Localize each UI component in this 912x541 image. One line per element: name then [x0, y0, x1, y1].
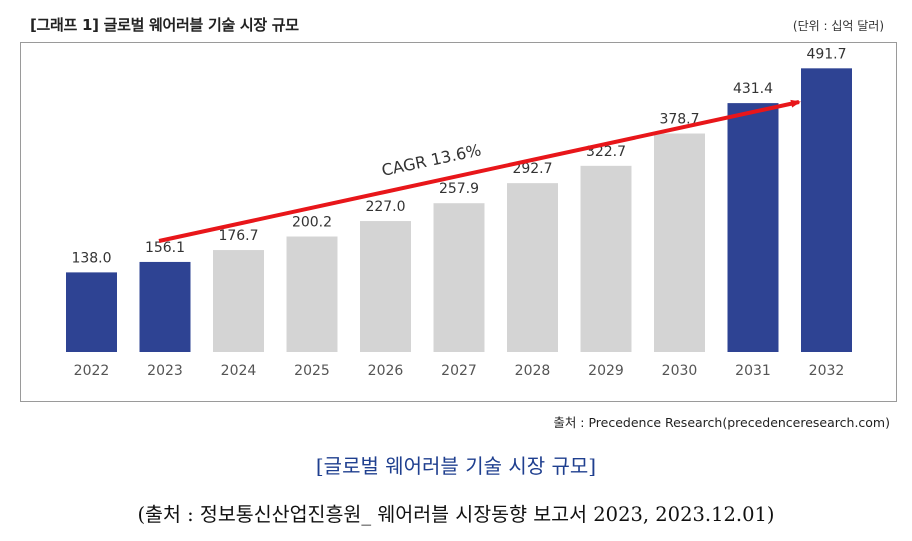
x-tick-2023: 2023: [147, 363, 183, 379]
value-label-2023: 156.1: [145, 240, 185, 256]
value-label-2032: 491.7: [806, 46, 846, 62]
bar-2023: [139, 261, 191, 352]
bar-2027: [433, 203, 485, 352]
unit-label: (단위 : 십억 달러): [792, 19, 884, 33]
x-tick-2032: 2032: [809, 363, 845, 379]
value-label-2025: 200.2: [292, 215, 332, 231]
chart-title: [그래프 1] 글로벌 웨어러블 기술 시장 규모: [30, 16, 299, 34]
figure-caption: [글로벌 웨어러블 기술 시장 규모]: [315, 454, 597, 478]
bar-2022: [66, 272, 117, 352]
bar-2025: [286, 236, 338, 352]
x-tick-2022: 2022: [74, 363, 110, 379]
value-label-2028: 292.7: [512, 161, 552, 177]
bar-2032: [801, 68, 852, 353]
x-tick-2028: 2028: [515, 363, 551, 379]
bar-chart: 138.0 2022 156.1 2023 176.7 2024 200.2 2025 227.…: [66, 46, 852, 379]
bar-2031: [727, 103, 779, 352]
credit-line: (출처 : 정보통신산업진흥원_ 웨어러블 시장동향 보고서 2023, 202…: [137, 503, 775, 526]
bar-2024: [213, 250, 264, 352]
value-label-2030: 378.7: [659, 112, 699, 128]
x-tick-2030: 2030: [662, 363, 698, 379]
source-note: 출처 : Precedence Research(precedenceresea…: [553, 415, 890, 430]
value-label-2031: 431.4: [733, 81, 773, 97]
x-tick-2024: 2024: [221, 363, 257, 379]
bar-2029: [580, 165, 632, 352]
x-tick-2025: 2025: [294, 363, 330, 379]
value-label-2027: 257.9: [439, 181, 479, 197]
chart-frame: 138.0 2022 156.1 2023 176.7 2024 200.2 2025 227.…: [20, 42, 897, 402]
bar-2028: [507, 183, 558, 352]
bar-2026: [360, 221, 411, 352]
value-label-2026: 227.0: [365, 199, 405, 215]
cagr-arrow: [158, 99, 801, 243]
x-tick-2026: 2026: [368, 363, 404, 379]
x-tick-2027: 2027: [441, 363, 477, 379]
x-tick-2031: 2031: [735, 363, 771, 379]
bar-2030: [654, 133, 705, 352]
value-label-2024: 176.7: [218, 228, 258, 244]
x-tick-2029: 2029: [588, 363, 624, 379]
value-label-2022: 138.0: [71, 250, 111, 266]
